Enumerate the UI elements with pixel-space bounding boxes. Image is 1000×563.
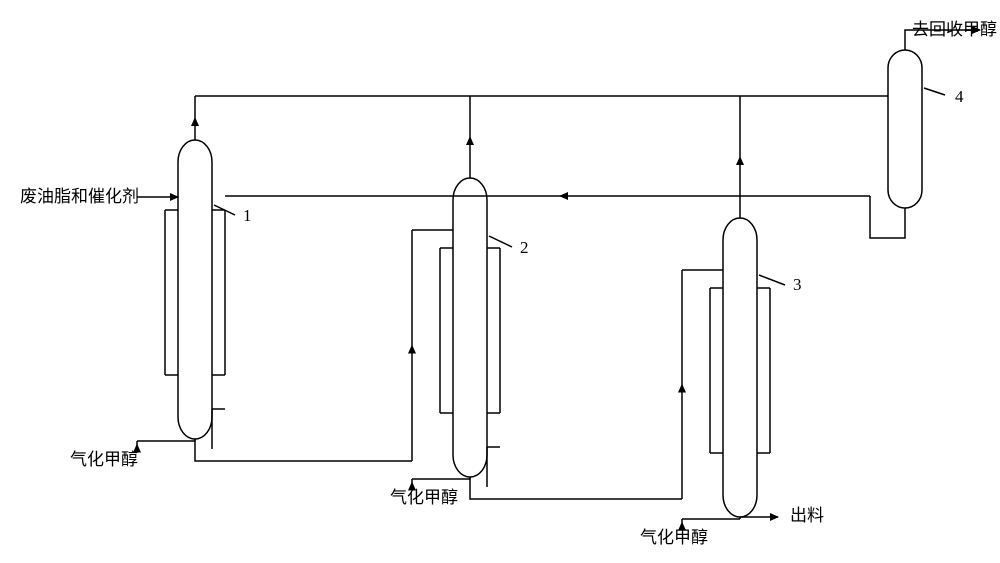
process-flow-diagram: 废油脂和催化剂气化甲醇气化甲醇气化甲醇去回收甲醇出料1234	[0, 0, 1000, 563]
label-methanol-3: 气化甲醇	[640, 528, 708, 547]
label-methanol-1: 气化甲醇	[70, 450, 138, 469]
label-methanol-2: 气化甲醇	[390, 488, 458, 507]
label-feed-input: 废油脂和催化剂	[20, 187, 139, 206]
label-col3-num: 3	[793, 275, 802, 294]
label-col1-num: 1	[243, 206, 252, 225]
label-output-top: 去回收甲醇	[912, 20, 997, 39]
label-output-bottom: 出料	[790, 506, 824, 525]
label-col2-num: 2	[520, 238, 529, 257]
label-sep-num: 4	[955, 87, 964, 106]
